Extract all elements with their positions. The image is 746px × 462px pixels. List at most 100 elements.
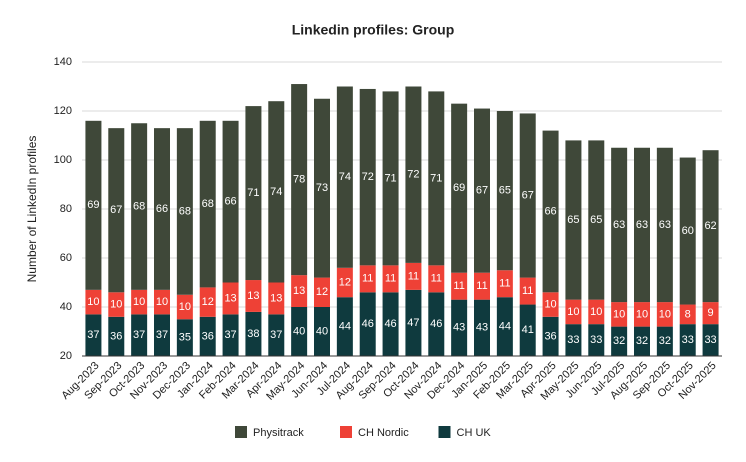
value-label: 65 bbox=[590, 214, 602, 226]
bar-segment bbox=[565, 299, 582, 325]
bar-segment bbox=[474, 108, 490, 273]
legend-swatch bbox=[340, 426, 352, 438]
bar-segment bbox=[588, 299, 605, 325]
value-label: 71 bbox=[384, 172, 396, 184]
bar-segment bbox=[679, 157, 696, 305]
value-label: 32 bbox=[659, 335, 671, 347]
bar-segment bbox=[542, 292, 559, 317]
value-label: 10 bbox=[133, 296, 145, 308]
value-label: 47 bbox=[407, 317, 419, 329]
bar-segment bbox=[222, 120, 239, 283]
value-label: 37 bbox=[270, 329, 282, 341]
value-label: 13 bbox=[270, 292, 282, 304]
bar-segment bbox=[336, 86, 353, 268]
bar-segment bbox=[108, 292, 125, 317]
bar-segment bbox=[428, 292, 445, 356]
bar-segment bbox=[108, 128, 125, 293]
bar-segment bbox=[656, 302, 673, 327]
value-label: 67 bbox=[110, 204, 122, 216]
value-label: 10 bbox=[87, 296, 99, 308]
value-label: 11 bbox=[476, 280, 487, 292]
value-label: 8 bbox=[685, 308, 691, 320]
value-label: 36 bbox=[202, 330, 214, 342]
value-label: 33 bbox=[590, 334, 602, 346]
value-label: 72 bbox=[362, 171, 374, 183]
bar-segment bbox=[85, 314, 102, 356]
value-label: 66 bbox=[224, 196, 236, 208]
value-label: 63 bbox=[613, 219, 625, 231]
bar-segment bbox=[565, 324, 582, 356]
legend-label: Physitrack bbox=[253, 427, 304, 439]
bar-segment bbox=[176, 128, 193, 295]
bar-segment bbox=[108, 316, 125, 356]
value-label: 46 bbox=[430, 318, 442, 330]
value-label: 46 bbox=[362, 318, 374, 330]
value-label: 71 bbox=[430, 172, 442, 184]
bar-segment bbox=[131, 314, 148, 356]
bar-segment bbox=[131, 289, 148, 315]
value-label: 40 bbox=[293, 325, 305, 337]
value-label: 11 bbox=[385, 273, 396, 285]
y-tick-label: 80 bbox=[60, 203, 72, 215]
bar-segment bbox=[656, 147, 673, 303]
bar-segment bbox=[199, 287, 216, 317]
value-label: 65 bbox=[499, 185, 511, 197]
value-label: 62 bbox=[704, 220, 716, 232]
bar-segment bbox=[702, 324, 719, 356]
value-label: 9 bbox=[708, 307, 714, 319]
bar-segment bbox=[611, 302, 628, 327]
value-label: 63 bbox=[636, 219, 648, 231]
bar-segment bbox=[565, 140, 582, 300]
bar-segment bbox=[199, 120, 216, 288]
value-label: 46 bbox=[384, 318, 396, 330]
bar-segment bbox=[496, 111, 513, 271]
y-tick-label: 120 bbox=[54, 105, 72, 117]
value-label: 10 bbox=[636, 308, 648, 320]
legend-label: CH Nordic bbox=[358, 427, 409, 439]
bar-segment bbox=[336, 267, 353, 298]
bar-segment bbox=[382, 292, 399, 356]
bar-segment bbox=[176, 294, 193, 320]
bar-segment bbox=[176, 319, 193, 356]
bar-segment bbox=[405, 289, 422, 356]
value-label: 73 bbox=[316, 182, 328, 194]
bar-segment bbox=[588, 140, 605, 300]
bar-segment bbox=[451, 103, 468, 273]
value-label: 68 bbox=[133, 200, 145, 212]
value-label: 37 bbox=[133, 329, 145, 341]
bar-segment bbox=[245, 311, 262, 356]
value-label: 69 bbox=[453, 182, 465, 194]
bar-segment bbox=[474, 272, 490, 300]
value-label: 10 bbox=[659, 308, 671, 320]
bar-segment bbox=[359, 265, 376, 293]
bar-segment bbox=[611, 326, 628, 356]
value-label: 74 bbox=[339, 171, 351, 183]
bar-segment bbox=[268, 101, 285, 283]
bar-segment bbox=[542, 316, 559, 356]
bar-segment bbox=[291, 307, 308, 356]
bar-segment bbox=[428, 265, 445, 293]
value-label: 13 bbox=[247, 290, 259, 302]
bar-segment bbox=[656, 326, 673, 356]
value-label: 10 bbox=[544, 298, 556, 310]
value-label: 63 bbox=[659, 219, 671, 231]
bar-segment bbox=[154, 128, 170, 290]
value-label: 11 bbox=[408, 270, 419, 282]
value-label: 71 bbox=[247, 187, 259, 199]
value-label: 60 bbox=[682, 225, 694, 237]
value-label: 11 bbox=[362, 273, 373, 285]
y-tick-label: 140 bbox=[54, 56, 72, 68]
value-label: 10 bbox=[179, 301, 191, 313]
bar-segment bbox=[222, 314, 239, 356]
value-label: 12 bbox=[202, 296, 214, 308]
value-label: 33 bbox=[704, 334, 716, 346]
y-tick-label: 100 bbox=[54, 154, 72, 166]
value-label: 13 bbox=[224, 292, 236, 304]
value-label: 10 bbox=[110, 298, 122, 310]
bar-segment bbox=[222, 282, 239, 315]
value-label: 12 bbox=[316, 286, 328, 298]
value-label: 67 bbox=[522, 189, 534, 201]
bar-segment bbox=[291, 275, 308, 307]
bar-segment bbox=[154, 314, 170, 356]
value-label: 32 bbox=[613, 335, 625, 347]
